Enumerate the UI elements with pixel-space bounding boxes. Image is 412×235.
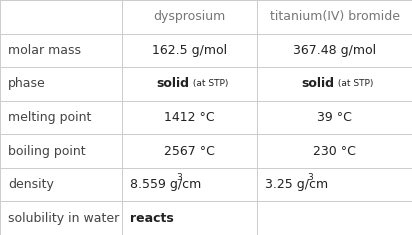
Text: solid: solid	[157, 77, 190, 90]
Text: 1412 °C: 1412 °C	[164, 111, 215, 124]
Text: density: density	[8, 178, 54, 191]
Text: reacts: reacts	[129, 212, 173, 225]
Text: 3: 3	[176, 173, 182, 182]
Text: molar mass: molar mass	[8, 44, 81, 57]
Text: 3.25 g/cm: 3.25 g/cm	[265, 178, 329, 191]
Text: melting point: melting point	[8, 111, 91, 124]
Text: phase: phase	[8, 77, 46, 90]
Text: 8.559 g/cm: 8.559 g/cm	[129, 178, 201, 191]
Text: solubility in water: solubility in water	[8, 212, 119, 225]
Text: solid: solid	[302, 77, 335, 90]
Text: 162.5 g/mol: 162.5 g/mol	[152, 44, 227, 57]
Text: 3: 3	[308, 173, 314, 182]
Text: dysprosium: dysprosium	[153, 10, 226, 23]
Text: 367.48 g/mol: 367.48 g/mol	[293, 44, 376, 57]
Text: 230 °C: 230 °C	[313, 145, 356, 158]
Text: 39 °C: 39 °C	[317, 111, 352, 124]
Text: titanium(IV) bromide: titanium(IV) bromide	[270, 10, 400, 23]
Text: boiling point: boiling point	[8, 145, 86, 158]
Text: (at STP): (at STP)	[190, 79, 228, 88]
Text: (at STP): (at STP)	[335, 79, 373, 88]
Text: 2567 °C: 2567 °C	[164, 145, 215, 158]
